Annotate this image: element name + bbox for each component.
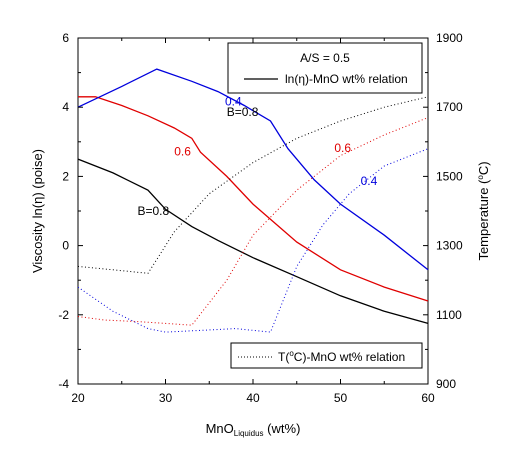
x-axis-label: MnOLiquidus (wt%): [206, 421, 301, 438]
y-left-tick-label: 0: [62, 239, 69, 253]
x-tick-label: 20: [71, 391, 85, 405]
y-right-tick-label: 1100: [436, 308, 462, 322]
y-right-tick-label: 1500: [436, 169, 463, 183]
y-left-tick-label: 4: [62, 100, 69, 114]
legend-top-title: A/S = 0.5: [300, 51, 350, 65]
y-right-tick-label: 1300: [436, 239, 463, 253]
y-left-tick-label: -2: [58, 308, 69, 322]
legend-top: A/S = 0.5 ln(η)-MnO wt% relation: [227, 42, 423, 94]
y-left-tick-label: 2: [62, 169, 69, 183]
ticks-layer: 20 30 40 50 60 -4 -2 0 2 4 6 900 1100 1300 1500 1700 190…: [58, 31, 463, 405]
viscosity-line-0: [77, 158, 429, 325]
x-tick-label: 40: [246, 391, 260, 405]
legend-bottom: T(oC)-MnO wt% relation: [230, 342, 423, 369]
y-right-tick-label: 1700: [436, 100, 463, 114]
series-annotation: 0.4: [361, 174, 378, 188]
viscosity-line-2: [77, 68, 429, 271]
series-annotation: 0.4: [225, 94, 242, 108]
viscosity-line-1: [78, 96, 429, 302]
plot-frame: [77, 37, 429, 385]
legend-bottom-entry: T(oC)-MnO wt% relation: [278, 349, 405, 364]
y-axis-left-label: Viscosity ln(η) (poise): [30, 149, 45, 273]
annotation-layer: B=0.80.40.6 0.60.4B=0.8: [138, 94, 378, 218]
series-annotation: 0.6: [334, 141, 351, 155]
series-layer: [77, 68, 429, 333]
x-tick-label: 30: [159, 391, 173, 405]
series-annotation: 0.6: [174, 145, 191, 159]
y-left-tick-label: -4: [58, 377, 69, 391]
y-axis-right-label: Temperature (oC): [476, 161, 491, 260]
temperature-line-1: [77, 117, 429, 326]
y-right-tick-label: 1900: [436, 31, 463, 45]
legend-top-entry: ln(η)-MnO wt% relation: [285, 72, 408, 86]
legend-bottom-box: [230, 342, 423, 369]
temperature-line-0: [77, 96, 429, 274]
series-annotation: B=0.8: [227, 105, 259, 119]
y-left-tick-label: 6: [62, 31, 69, 45]
x-tick-label: 50: [334, 391, 348, 405]
x-tick-label: 60: [421, 391, 435, 405]
series-annotation: B=0.8: [138, 204, 170, 218]
legend-top-box: [227, 42, 423, 94]
y-right-tick-label: 900: [436, 377, 456, 391]
